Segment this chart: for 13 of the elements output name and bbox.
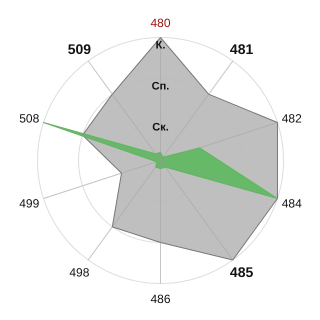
spoke-label: 484 [282,196,302,211]
spoke-label: 498 [69,266,90,280]
spoke-label: 485 [230,264,254,280]
spoke-label: 482 [282,111,302,126]
spoke-label: 499 [19,196,40,211]
spoke-label: 508 [19,111,40,126]
spoke-label: 480 [150,16,171,30]
y-tick-label: К. [156,40,166,52]
spoke-label: 481 [230,40,254,57]
spoke-label: 486 [150,292,171,306]
spoke-label: 509 [68,40,92,57]
y-tick-label: Сп. [152,80,170,92]
y-tick-label: Ск. [152,122,169,134]
